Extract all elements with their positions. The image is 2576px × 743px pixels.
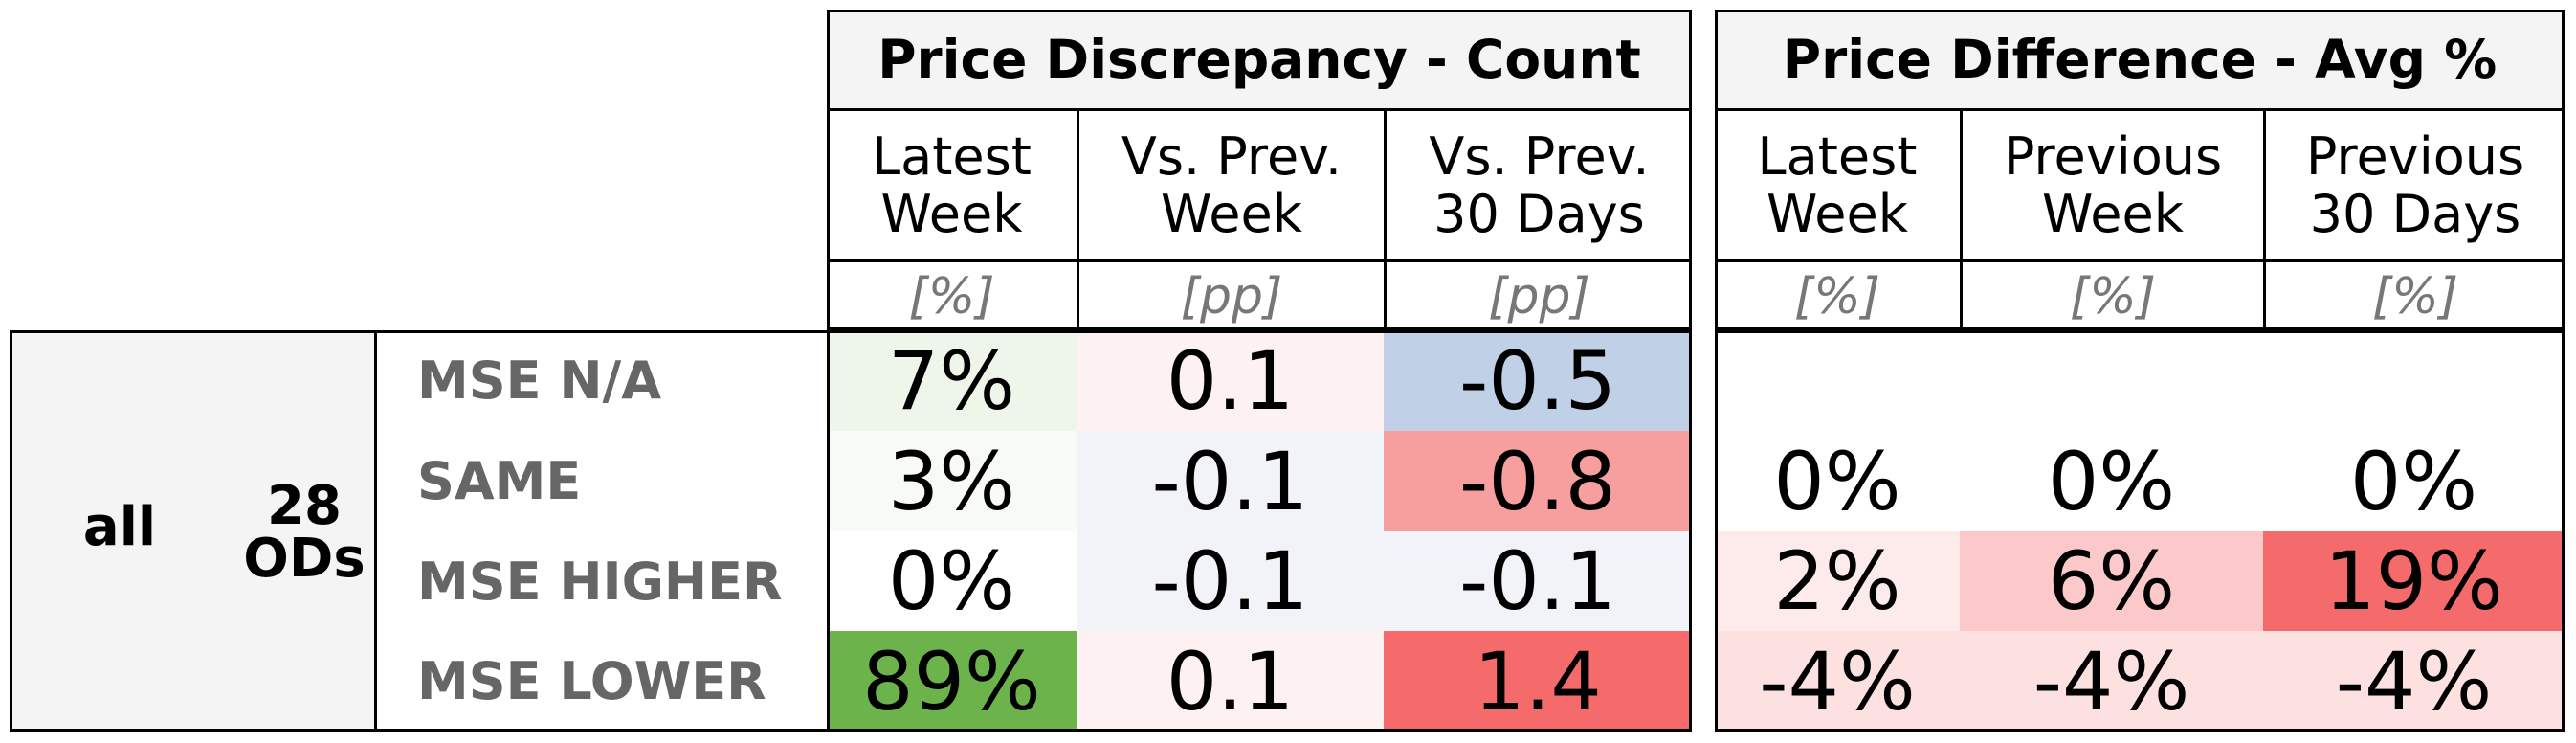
value-cell: -4%: [2263, 631, 2565, 732]
column-unit: [pp]: [1077, 259, 1384, 330]
row-group-count: 28: [237, 475, 371, 537]
row-group-name: all: [57, 479, 182, 574]
value-cell: [2263, 330, 2565, 431]
value-cell: [1960, 330, 2263, 431]
value-cell: 19%: [2263, 531, 2565, 631]
column-unit: [%]: [1715, 259, 1960, 330]
column-unit: [%]: [2263, 259, 2565, 330]
row-label: SAME: [417, 451, 582, 511]
value-cell: 0.1: [1077, 631, 1384, 732]
column-header: Previous Week: [1960, 108, 2263, 259]
value-cell: -0.5: [1384, 330, 1692, 431]
value-cell: 1.4: [1384, 631, 1692, 732]
row-group-count-unit: ODs: [237, 528, 371, 590]
row-label: MSE N/A: [417, 350, 662, 411]
value-cell: 0%: [1715, 431, 1960, 531]
column-header: Previous 30 Days: [2263, 108, 2565, 259]
column-unit: [%]: [827, 259, 1077, 330]
value-cell: -4%: [1960, 631, 2263, 732]
value-cell: 0%: [2263, 431, 2565, 531]
value-cell: -0.1: [1077, 531, 1384, 631]
value-cell: 7%: [827, 330, 1077, 431]
column-group-title: Price Difference - Avg %: [1715, 10, 2565, 108]
value-cell: -4%: [1715, 631, 1960, 732]
column-header: Vs. Prev. Week: [1077, 108, 1384, 259]
value-cell: -0.1: [1384, 531, 1692, 631]
value-cell: -0.1: [1077, 431, 1384, 531]
column-unit: [%]: [1960, 259, 2263, 330]
row-label: MSE HIGHER: [417, 551, 783, 612]
row-label: MSE LOWER: [417, 651, 766, 711]
column-group-title: Price Discrepancy - Count: [827, 10, 1692, 108]
value-cell: 2%: [1715, 531, 1960, 631]
value-cell: 0.1: [1077, 330, 1384, 431]
value-cell: 89%: [827, 631, 1077, 732]
value-cell: 3%: [827, 431, 1077, 531]
column-header: Latest Week: [827, 108, 1077, 259]
column-header: Latest Week: [1715, 108, 1960, 259]
value-cell: 0%: [1960, 431, 2263, 531]
column-unit: [pp]: [1384, 259, 1692, 330]
value-cell: 0%: [827, 531, 1077, 631]
value-cell: -0.8: [1384, 431, 1692, 531]
value-cell: 6%: [1960, 531, 2263, 631]
column-header: Vs. Prev. 30 Days: [1384, 108, 1692, 259]
value-cell: [1715, 330, 1960, 431]
